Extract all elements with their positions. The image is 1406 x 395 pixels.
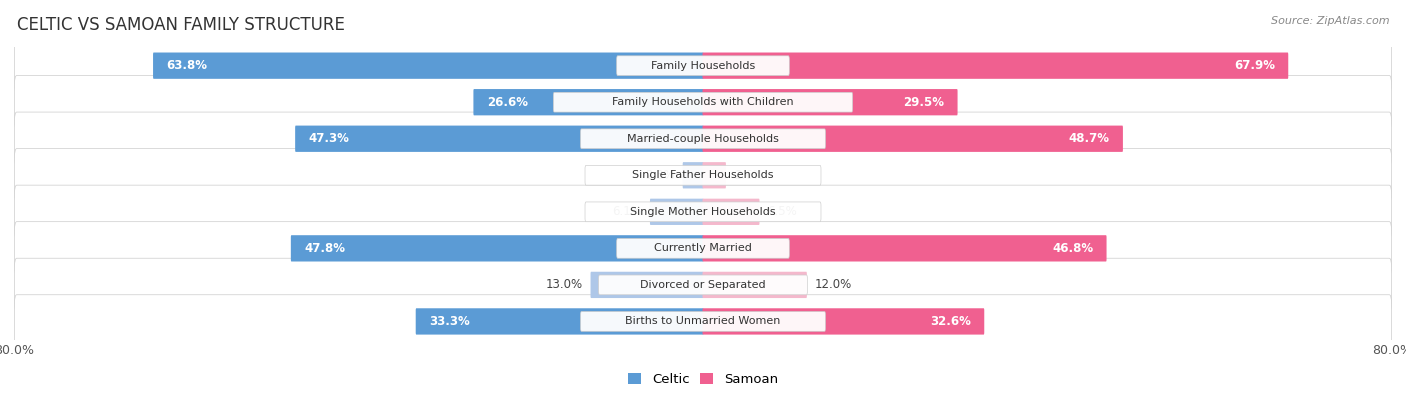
- FancyBboxPatch shape: [703, 53, 1288, 79]
- Text: 48.7%: 48.7%: [1069, 132, 1109, 145]
- Text: 46.8%: 46.8%: [1052, 242, 1092, 255]
- FancyBboxPatch shape: [703, 199, 759, 225]
- Text: CELTIC VS SAMOAN FAMILY STRUCTURE: CELTIC VS SAMOAN FAMILY STRUCTURE: [17, 16, 344, 34]
- Text: Family Households: Family Households: [651, 61, 755, 71]
- FancyBboxPatch shape: [581, 312, 825, 331]
- Text: 67.9%: 67.9%: [1234, 59, 1275, 72]
- Text: 6.5%: 6.5%: [768, 205, 797, 218]
- FancyBboxPatch shape: [617, 56, 789, 75]
- FancyBboxPatch shape: [703, 272, 807, 298]
- FancyBboxPatch shape: [295, 126, 703, 152]
- FancyBboxPatch shape: [554, 92, 852, 112]
- FancyBboxPatch shape: [14, 258, 1392, 312]
- Text: 2.6%: 2.6%: [734, 169, 763, 182]
- Text: 26.6%: 26.6%: [486, 96, 527, 109]
- FancyBboxPatch shape: [599, 275, 807, 295]
- Text: Divorced or Separated: Divorced or Separated: [640, 280, 766, 290]
- FancyBboxPatch shape: [683, 162, 703, 188]
- Text: Source: ZipAtlas.com: Source: ZipAtlas.com: [1271, 16, 1389, 26]
- FancyBboxPatch shape: [14, 112, 1392, 166]
- FancyBboxPatch shape: [703, 162, 725, 188]
- Text: Births to Unmarried Women: Births to Unmarried Women: [626, 316, 780, 326]
- Text: 47.8%: 47.8%: [304, 242, 346, 255]
- FancyBboxPatch shape: [416, 308, 703, 335]
- FancyBboxPatch shape: [703, 89, 957, 115]
- FancyBboxPatch shape: [14, 295, 1392, 348]
- Text: 63.8%: 63.8%: [166, 59, 208, 72]
- Text: 13.0%: 13.0%: [546, 278, 582, 292]
- Text: Single Mother Households: Single Mother Households: [630, 207, 776, 217]
- Text: Single Father Households: Single Father Households: [633, 170, 773, 180]
- FancyBboxPatch shape: [153, 53, 703, 79]
- FancyBboxPatch shape: [703, 235, 1107, 261]
- FancyBboxPatch shape: [650, 199, 703, 225]
- FancyBboxPatch shape: [581, 129, 825, 149]
- FancyBboxPatch shape: [617, 239, 789, 258]
- Text: 32.6%: 32.6%: [929, 315, 970, 328]
- Text: 29.5%: 29.5%: [903, 96, 945, 109]
- Text: Family Households with Children: Family Households with Children: [612, 97, 794, 107]
- Text: 12.0%: 12.0%: [815, 278, 852, 292]
- Legend: Celtic, Samoan: Celtic, Samoan: [628, 373, 778, 386]
- FancyBboxPatch shape: [474, 89, 703, 115]
- Text: Married-couple Households: Married-couple Households: [627, 134, 779, 144]
- FancyBboxPatch shape: [585, 166, 821, 185]
- FancyBboxPatch shape: [14, 75, 1392, 129]
- Text: 33.3%: 33.3%: [429, 315, 470, 328]
- FancyBboxPatch shape: [703, 126, 1123, 152]
- Text: 2.3%: 2.3%: [645, 169, 675, 182]
- FancyBboxPatch shape: [14, 39, 1392, 92]
- FancyBboxPatch shape: [585, 202, 821, 222]
- FancyBboxPatch shape: [703, 308, 984, 335]
- FancyBboxPatch shape: [14, 149, 1392, 202]
- Text: Currently Married: Currently Married: [654, 243, 752, 253]
- FancyBboxPatch shape: [14, 185, 1392, 239]
- FancyBboxPatch shape: [591, 272, 703, 298]
- Text: 6.1%: 6.1%: [612, 205, 643, 218]
- FancyBboxPatch shape: [291, 235, 703, 261]
- Text: 47.3%: 47.3%: [308, 132, 350, 145]
- FancyBboxPatch shape: [14, 222, 1392, 275]
